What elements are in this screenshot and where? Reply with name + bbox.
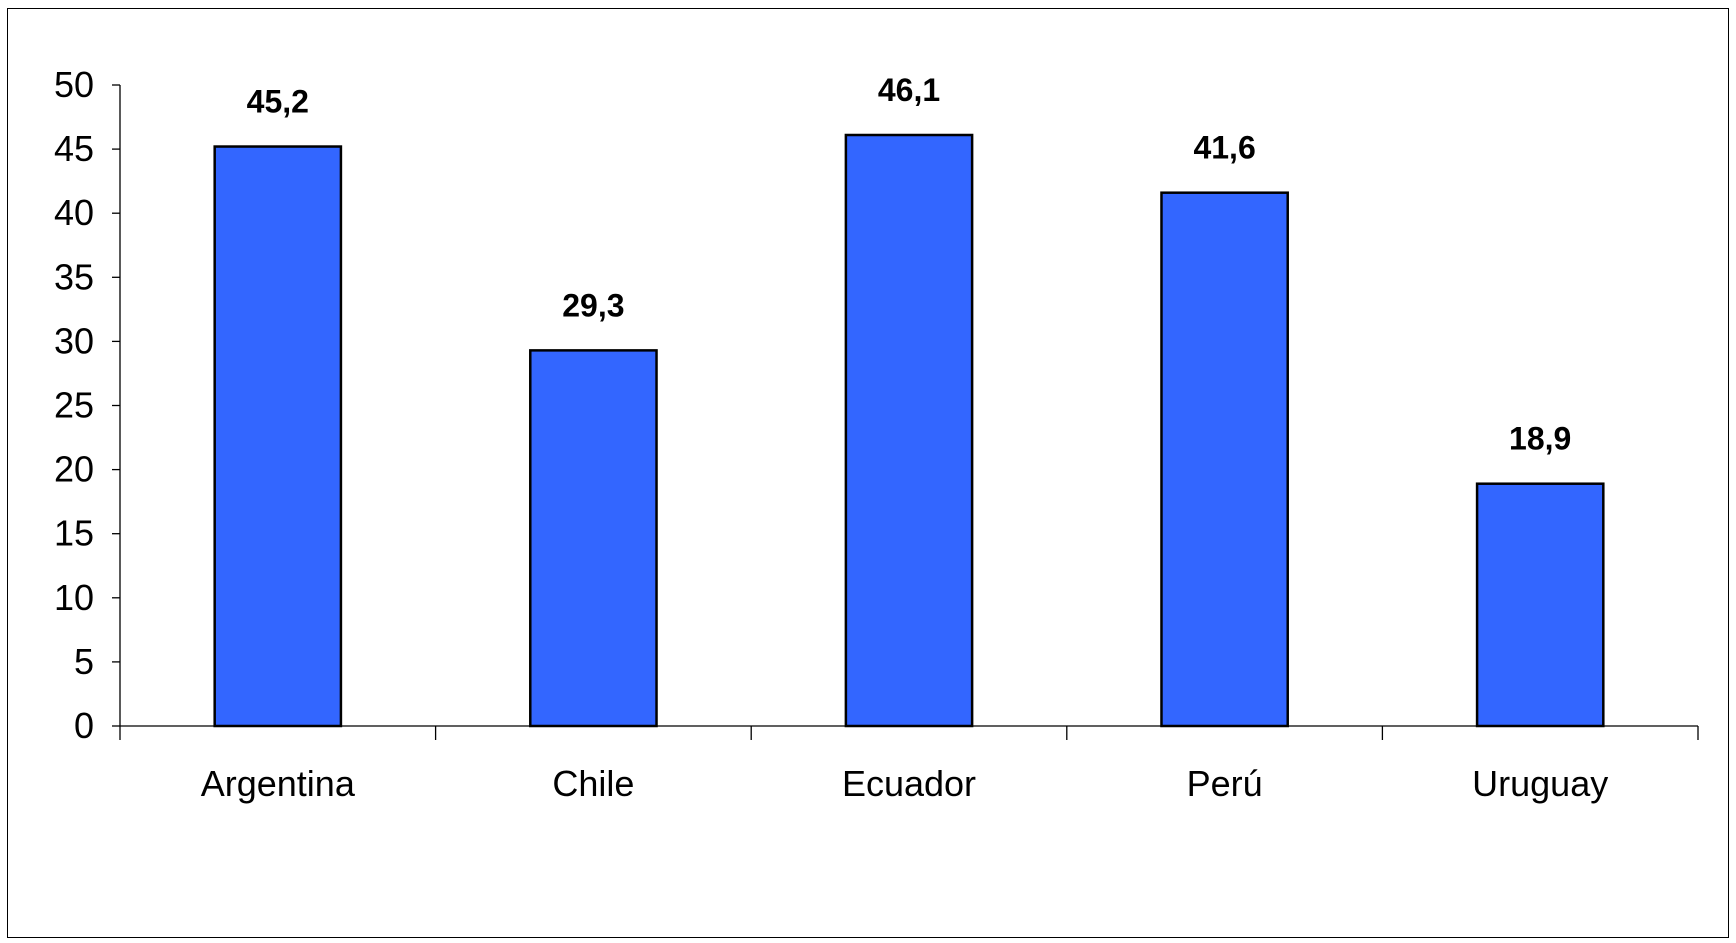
x-category-label: Ecuador (842, 763, 976, 804)
x-category-label: Uruguay (1472, 763, 1608, 804)
x-category-label: Perú (1187, 763, 1263, 804)
bar (213, 145, 343, 728)
bar (1160, 191, 1289, 728)
bar-value-label: 29,3 (562, 287, 624, 323)
x-axis: Argentina Chile Ecuador Perú Uruguay (119, 725, 1699, 804)
y-tick-label: 0 (74, 705, 94, 746)
y-tick-label: 40 (54, 192, 94, 233)
bar-value-label: 46,1 (878, 72, 940, 108)
y-tick-label: 50 (54, 64, 94, 105)
bar (1475, 482, 1605, 728)
y-tick-label: 25 (54, 385, 94, 426)
y-tick-label: 10 (54, 577, 94, 618)
data-labels: 45,2 29,3 46,1 41,6 18,9 (247, 72, 1572, 457)
bar-value-label: 41,6 (1193, 130, 1255, 166)
x-category-label: Chile (552, 763, 634, 804)
bar-value-label: 45,2 (247, 84, 309, 120)
bar (529, 349, 658, 728)
y-axis: 0 5 10 15 20 25 30 35 40 45 50 (54, 64, 121, 746)
bars (213, 133, 1605, 728)
y-tick-label: 30 (54, 320, 94, 361)
bar (844, 133, 974, 728)
y-tick-label: 45 (54, 128, 94, 169)
x-category-label: Argentina (201, 763, 356, 804)
chart-frame: 0 5 10 15 20 25 30 35 40 45 50 Argentina Chile Ecuad… (7, 8, 1729, 938)
y-tick-label: 20 (54, 449, 94, 490)
y-tick-label: 5 (74, 641, 94, 682)
y-tick-label: 15 (54, 513, 94, 554)
y-tick-label: 35 (54, 256, 94, 297)
bar-value-label: 18,9 (1509, 421, 1571, 457)
bar-chart: 0 5 10 15 20 25 30 35 40 45 50 Argentina Chile Ecuad… (54, 64, 1699, 804)
